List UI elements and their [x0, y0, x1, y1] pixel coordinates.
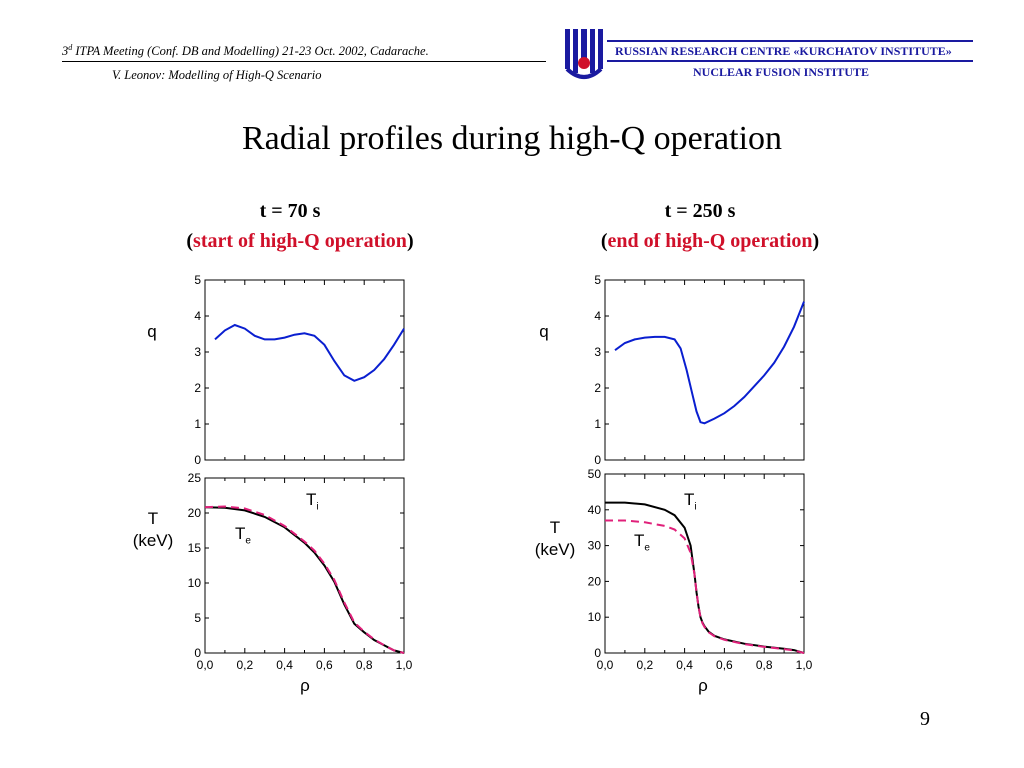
plot-frame	[204, 477, 405, 654]
right-paren-close: )	[812, 230, 820, 252]
Te-label-left: Te	[235, 524, 251, 546]
x-tick-label: 0,0	[597, 658, 614, 672]
Ti-sub-left: i	[316, 501, 319, 513]
x-tick-label: 0,6	[716, 658, 733, 672]
y-tick-label: 5	[194, 611, 201, 625]
Te-label-right: Te	[634, 531, 650, 553]
conf-text: ITPA Meeting (Conf. DB and Modelling) 21…	[72, 44, 429, 59]
left-desc: (start of high-Q operation)	[130, 230, 470, 253]
y-tick-label: 50	[588, 467, 602, 481]
temperature-profile-chart-t70: 0 5 10 15 20 25 0,0 0,2 0,4 0,6 0,8 1,0	[188, 471, 413, 672]
y-tick-label: 0	[594, 453, 601, 467]
q-label-right: q	[539, 322, 549, 341]
y-tick-label: 1	[594, 417, 601, 431]
q-profile-chart-t250: 0 1 2 3 4 5	[594, 273, 805, 467]
right-desc-text: end of high-Q operation	[607, 230, 813, 252]
left-paren-open: (	[186, 230, 194, 252]
author-line: V. Leonov: Modelling of High-Q Scenario	[112, 68, 322, 82]
y-tick-label: 10	[588, 610, 602, 624]
y-tick-label: 2	[594, 381, 601, 395]
x-tick-label: 0,8	[356, 658, 373, 672]
x-tick-label: 0,2	[236, 658, 253, 672]
q-profile-chart-t70: 0 1 2 3 4 5	[194, 273, 405, 467]
y-tick-label: 0	[194, 453, 201, 467]
conf-prefix: 3	[62, 44, 69, 59]
x-tick-label: 0,0	[197, 658, 214, 672]
org-line2: NUCLEAR FUSION INSTITUTE	[693, 65, 870, 79]
y-tick-label: 15	[188, 541, 202, 555]
kurchatov-logo	[565, 29, 603, 79]
Ti-label-left: Ti	[306, 490, 319, 512]
left-paren-close: )	[406, 230, 414, 252]
rho-label-left: ρ	[300, 676, 310, 695]
left-time: t = 70 s	[259, 200, 321, 222]
series-line-Ti	[605, 501, 805, 654]
T-unit-right: (keV)	[534, 540, 576, 559]
Ti-main-left: T	[306, 490, 317, 509]
rho-label-right: ρ	[698, 676, 708, 695]
T-sym-left: T	[147, 509, 159, 528]
Te-main-left: T	[235, 524, 246, 543]
org-rule-top	[607, 40, 973, 42]
right-time: t = 250 s	[664, 200, 736, 222]
T-unit-left: (keV)	[132, 531, 174, 550]
page-number: 9	[920, 708, 930, 730]
y-tick-label: 40	[588, 503, 602, 517]
Te-sub-left: e	[245, 535, 251, 547]
y-tick-label: 4	[194, 309, 201, 323]
y-tick-label: 5	[594, 273, 601, 287]
series-line-Te	[204, 505, 405, 654]
y-tick-label: 3	[594, 345, 601, 359]
T-sym-right: T	[549, 518, 561, 537]
temperature-profile-chart-t250: 0 10 20 30 40 50 0,0 0,2 0,4 0,6 0,8 1,0	[588, 467, 813, 672]
y-tick-label: 1	[194, 417, 201, 431]
x-tick-label: 1,0	[396, 658, 413, 672]
y-tick-label: 0	[594, 646, 601, 660]
org-line1: RUSSIAN RESEARCH CENTRE «KURCHATOV INSTI…	[615, 44, 952, 58]
y-tick-label: 0	[194, 646, 201, 660]
x-tick-label: 0,2	[636, 658, 653, 672]
header-rule	[62, 61, 546, 62]
x-tick-label: 1,0	[796, 658, 813, 672]
y-tick-label: 30	[588, 539, 602, 553]
x-tick-label: 0,8	[756, 658, 773, 672]
y-tick-label: 3	[194, 345, 201, 359]
series-line-q	[614, 301, 805, 425]
right-paren-open: (	[600, 230, 608, 252]
Ti-sub-right: i	[694, 501, 697, 513]
y-tick-label: 5	[194, 273, 201, 287]
slide-title: Radial profiles during high-Q operation	[241, 120, 783, 157]
series-line-q	[214, 323, 405, 382]
x-tick-label: 0,6	[316, 658, 333, 672]
conf-sup: d	[68, 43, 73, 52]
x-tick-label: 0,4	[276, 658, 293, 672]
y-tick-label: 2	[194, 381, 201, 395]
conference-line: 3d ITPA Meeting (Conf. DB and Modelling)…	[62, 43, 429, 59]
q-label-left: q	[147, 322, 157, 341]
left-desc-text: start of high-Q operation	[193, 230, 407, 252]
right-desc: (end of high-Q operation)	[540, 230, 880, 253]
y-tick-label: 4	[594, 309, 601, 323]
y-tick-label: 20	[588, 574, 602, 588]
Ti-main-right: T	[684, 490, 695, 509]
T-label-left: T (keV)	[128, 508, 178, 552]
Te-main-right: T	[634, 531, 645, 550]
T-label-right: T (keV)	[530, 517, 580, 561]
Te-sub-right: e	[644, 542, 650, 554]
y-tick-label: 10	[188, 576, 202, 590]
Ti-label-right: Ti	[684, 490, 697, 512]
y-tick-label: 25	[188, 471, 202, 485]
plot-frame	[604, 279, 805, 461]
x-tick-label: 0,4	[676, 658, 693, 672]
y-tick-label: 20	[188, 506, 202, 520]
org-rule-bottom	[607, 60, 973, 62]
